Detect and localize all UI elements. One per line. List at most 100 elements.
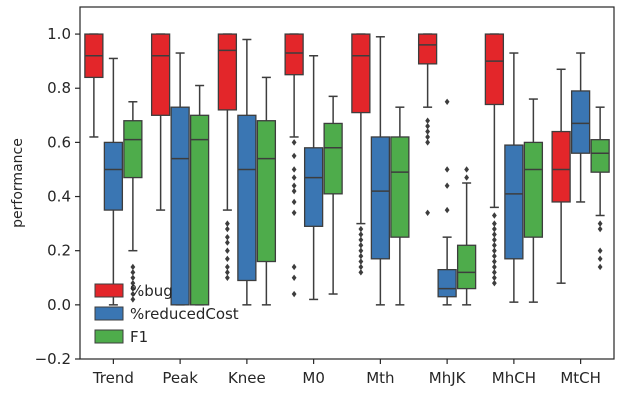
box-f1-mth xyxy=(390,106,410,306)
legend-label: %reducedCost xyxy=(130,305,239,323)
box-iqr xyxy=(123,120,143,179)
outlier-point xyxy=(444,182,450,189)
outlier-point xyxy=(224,269,230,276)
y-axis-label: performance xyxy=(10,138,26,228)
outlier-point xyxy=(491,247,497,254)
outlier-point xyxy=(224,220,230,227)
box-iqr xyxy=(217,33,238,111)
outlier-point xyxy=(130,279,136,287)
outlier-point xyxy=(130,285,136,292)
box-bug-mtch xyxy=(551,68,571,284)
category-group-mhch xyxy=(484,33,544,303)
legend-swatch xyxy=(94,329,124,344)
outlier-point xyxy=(444,98,450,105)
outlier-point xyxy=(224,239,230,246)
outlier-point xyxy=(464,174,470,181)
category-group-knee xyxy=(217,33,277,306)
box-iqr xyxy=(570,90,591,154)
outlier-point xyxy=(130,269,136,276)
outlier-point xyxy=(358,247,364,254)
y-tick-label: 0.6 xyxy=(47,133,71,151)
box-bug-peak xyxy=(150,33,171,211)
outlier-point xyxy=(597,247,603,254)
legend: %bug %reducedCost F1 xyxy=(94,282,239,346)
box-iqr xyxy=(103,141,124,211)
outlier-point xyxy=(358,258,364,265)
outlier-point xyxy=(491,231,497,238)
legend-label: %bug xyxy=(130,282,173,300)
outlier-point xyxy=(358,269,364,276)
outlier-point xyxy=(224,247,230,254)
x-tick-label-m0: M0 xyxy=(302,369,325,387)
box-iqr xyxy=(256,120,277,263)
box-reducedcost-knee xyxy=(237,38,257,306)
y-tick-label: −0.2 xyxy=(35,350,71,368)
outlier-point xyxy=(224,274,230,281)
y-tick-label: 0.4 xyxy=(47,188,71,206)
outlier-point xyxy=(425,117,431,124)
y-tick-label: 0.2 xyxy=(47,242,71,260)
box-iqr xyxy=(150,33,171,116)
category-group-mtch xyxy=(551,52,610,284)
box-iqr xyxy=(456,244,477,290)
plot-frame xyxy=(79,6,615,360)
outlier-point xyxy=(224,255,230,263)
box-iqr xyxy=(284,33,304,76)
outlier-point xyxy=(224,263,230,271)
box-iqr xyxy=(323,122,343,195)
box-bug-mhch xyxy=(484,33,505,287)
outlier-point xyxy=(491,274,497,281)
box-iqr xyxy=(303,147,324,227)
outlier-point xyxy=(291,139,297,146)
outlier-point xyxy=(491,269,497,276)
outlier-point xyxy=(444,206,450,214)
outlier-point xyxy=(425,139,431,146)
box-f1-mhch xyxy=(523,98,544,303)
box-iqr xyxy=(351,33,371,114)
box-bug-mth xyxy=(351,33,371,276)
box-iqr xyxy=(504,144,524,260)
box-reducedcost-peak xyxy=(170,52,190,306)
outlier-point xyxy=(491,220,497,227)
outlier-point xyxy=(491,225,497,233)
outlier-point xyxy=(597,263,603,271)
legend-swatch xyxy=(94,306,124,321)
outlier-point xyxy=(464,166,470,173)
legend-label: F1 xyxy=(130,328,148,346)
x-tick-label-mhch: MhCH xyxy=(492,369,536,387)
outlier-point xyxy=(291,198,297,206)
box-iqr xyxy=(437,268,457,298)
outlier-point xyxy=(491,258,497,265)
outlier-point xyxy=(491,242,497,249)
x-tick-label-trend: Trend xyxy=(92,369,134,387)
outlier-point xyxy=(291,152,297,160)
box-iqr xyxy=(590,139,610,173)
box-reducedcost-mtch xyxy=(570,52,591,203)
box-iqr xyxy=(417,33,438,65)
outlier-point xyxy=(491,212,497,219)
box-reducedcost-mth xyxy=(370,36,391,306)
category-group-peak xyxy=(150,33,210,306)
box-reducedcost-mhch xyxy=(504,52,524,303)
outlier-point xyxy=(597,220,603,227)
category-group-m0 xyxy=(284,33,343,301)
outlier-point xyxy=(491,263,497,271)
outlier-point xyxy=(130,274,136,281)
outlier-point xyxy=(491,279,497,287)
box-reducedcost-m0 xyxy=(303,54,324,301)
outlier-point xyxy=(444,166,450,173)
outlier-point xyxy=(425,133,431,141)
outlier-point xyxy=(358,263,364,271)
outlier-point xyxy=(597,255,603,263)
box-f1-mhjk xyxy=(456,166,477,306)
x-tick-label-knee: Knee xyxy=(228,369,266,387)
y-tick-label: 0.0 xyxy=(47,296,71,314)
outlier-point xyxy=(291,182,297,189)
outlier-point xyxy=(597,225,603,233)
outlier-point xyxy=(425,122,431,130)
box-iqr xyxy=(237,114,257,282)
outlier-point xyxy=(491,236,497,244)
box-iqr xyxy=(370,136,391,260)
box-iqr xyxy=(170,106,190,306)
box-bug-mhjk xyxy=(417,33,438,216)
